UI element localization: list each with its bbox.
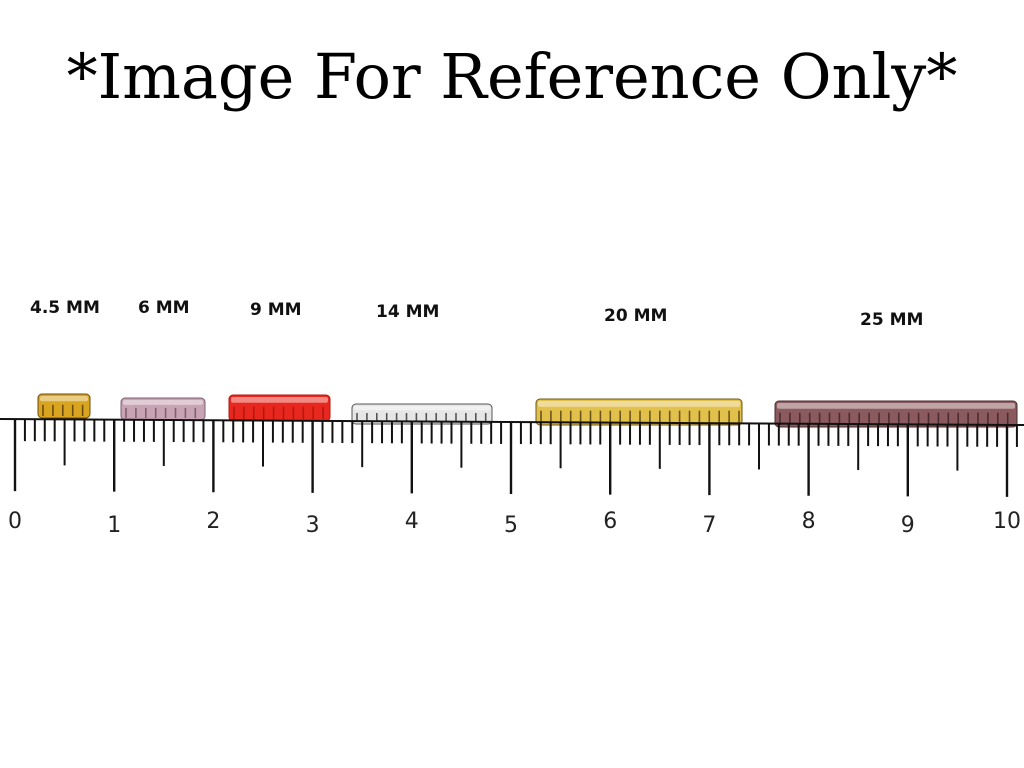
label-6mm: 6 MM	[138, 298, 190, 318]
bead-highlight	[538, 401, 740, 407]
label-25mm: 25 MM	[860, 310, 924, 330]
ruler-number: 6	[603, 509, 617, 534]
ruler-number: 10	[993, 509, 1021, 534]
label-4-5mm: 4.5 MM	[30, 298, 100, 318]
bead-tube	[120, 397, 206, 421]
label-20mm: 20 MM	[604, 306, 668, 326]
bead-body	[37, 393, 91, 419]
bead-highlight	[777, 403, 1015, 409]
bead-highlight	[354, 406, 490, 411]
ruler-number: 0	[8, 509, 22, 534]
ruler-numbers: 0 1 2 3 4 5 6 7 8 9 10	[8, 509, 1021, 538]
ruler-number: 2	[206, 509, 220, 534]
ruler-number: 3	[306, 513, 320, 538]
ruler-number: 9	[901, 513, 915, 538]
reference-banner: *Image For Reference Only*	[66, 40, 958, 113]
label-14mm: 14 MM	[376, 302, 440, 322]
beads-layer	[37, 393, 1018, 428]
ruler-number: 4	[405, 509, 419, 534]
label-9mm: 9 MM	[250, 300, 302, 320]
bead-tube	[774, 400, 1018, 428]
bead-highlight	[123, 400, 203, 405]
ruler-number: 8	[802, 509, 816, 534]
bead-tube	[351, 403, 493, 425]
bead-tube	[37, 393, 91, 419]
ruler	[0, 418, 1024, 497]
bead-tube	[228, 394, 331, 422]
bead-body	[774, 400, 1018, 428]
ruler-number: 5	[504, 513, 518, 538]
bead-tube	[535, 398, 743, 426]
bead-highlight	[231, 397, 328, 403]
bead-highlight	[40, 396, 88, 402]
ruler-number: 7	[702, 513, 716, 538]
ruler-number: 1	[107, 513, 121, 538]
